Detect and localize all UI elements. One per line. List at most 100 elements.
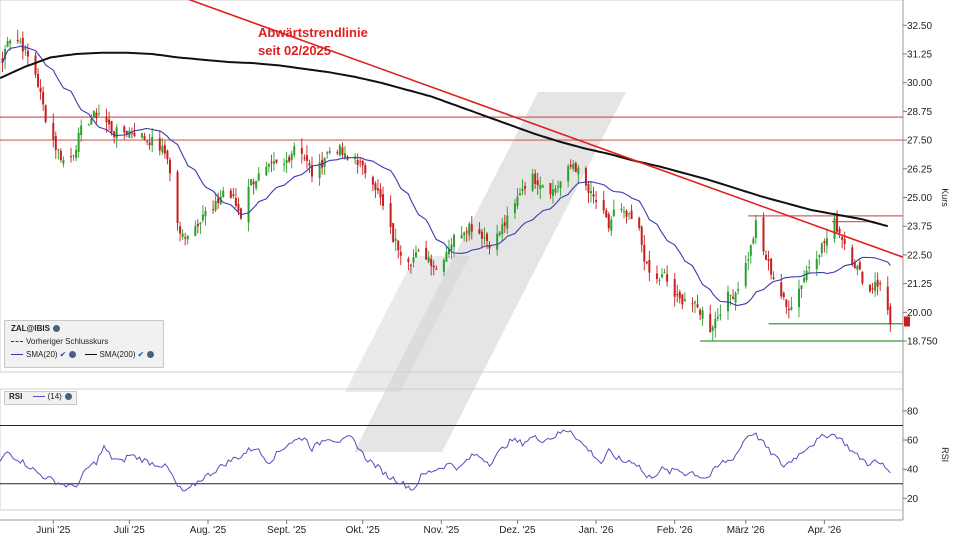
- candle-body: [818, 255, 821, 257]
- candle-body: [625, 210, 628, 217]
- candle: [6, 36, 9, 48]
- candle-body: [326, 152, 329, 154]
- candle-body: [805, 270, 808, 280]
- candle: [194, 220, 197, 237]
- candle: [889, 303, 892, 332]
- candle-body: [610, 219, 613, 231]
- settings-icon[interactable]: [69, 351, 77, 359]
- candle-body: [239, 208, 242, 219]
- candle: [72, 154, 75, 161]
- candle-body: [57, 149, 60, 151]
- candle: [374, 181, 377, 199]
- candle: [450, 237, 453, 260]
- candle: [407, 256, 410, 271]
- candle-body: [290, 153, 293, 161]
- candle: [648, 250, 651, 282]
- candle-body: [607, 214, 610, 229]
- candle: [501, 217, 504, 242]
- candle-body: [110, 120, 113, 133]
- candle: [610, 216, 613, 237]
- candle-body: [874, 281, 877, 291]
- candle: [257, 166, 260, 182]
- price-legend[interactable]: ZAL@IBIS Vorheriger Schlusskurs SMA(20) ✔…: [4, 320, 164, 368]
- settings-icon[interactable]: [52, 325, 60, 333]
- candle: [726, 285, 729, 320]
- annotation-line-2: seit 02/2025: [258, 43, 332, 58]
- candle: [638, 216, 641, 231]
- check-icon[interactable]: ✔: [137, 350, 145, 359]
- check-icon[interactable]: ✔: [59, 350, 67, 359]
- candle-body: [643, 244, 646, 262]
- candle-body: [397, 240, 400, 251]
- candle-body: [194, 226, 197, 237]
- legend-sma-row[interactable]: SMA(20) ✔ SMA(200) ✔: [11, 350, 155, 359]
- candle-body: [267, 163, 270, 167]
- candle-body: [356, 159, 359, 166]
- candle-body: [87, 124, 90, 126]
- candle-body: [480, 231, 483, 239]
- candle-body: [620, 208, 623, 211]
- candle: [270, 154, 273, 173]
- candle: [168, 157, 171, 182]
- candle-body: [673, 279, 676, 297]
- rsi-legend[interactable]: RSI (14): [4, 391, 77, 405]
- candle-body: [450, 244, 453, 251]
- settings-icon[interactable]: [64, 393, 72, 401]
- candle-body: [513, 203, 516, 214]
- candle-body: [95, 112, 98, 119]
- candle-body: [158, 138, 161, 151]
- candle-body: [1, 58, 4, 63]
- candle-body: [762, 217, 765, 252]
- candle-body: [803, 277, 806, 283]
- candle: [465, 226, 468, 243]
- x-tick-label: Okt. '25: [346, 525, 381, 536]
- price-tick-label: 32.50: [907, 21, 932, 32]
- candle-body: [858, 262, 861, 270]
- candle: [409, 263, 412, 274]
- x-tick-label: Jan. '26: [579, 525, 614, 536]
- price-tick-label: 20.00: [907, 308, 932, 319]
- candle-body: [427, 257, 430, 263]
- candle: [658, 277, 661, 286]
- candle: [176, 169, 179, 231]
- candle-body: [270, 161, 273, 163]
- candle-body: [871, 288, 874, 290]
- candle-body: [767, 259, 770, 262]
- candle: [488, 241, 491, 255]
- candle: [590, 180, 593, 203]
- candle-body: [478, 229, 481, 234]
- candle-body: [374, 183, 377, 190]
- candle-body: [247, 186, 250, 223]
- candle-body: [407, 258, 410, 262]
- candle: [480, 228, 483, 249]
- candle: [87, 123, 90, 126]
- candle: [630, 204, 633, 220]
- legend-prev-close-row[interactable]: Vorheriger Schlusskurs: [11, 337, 108, 346]
- candle-body: [409, 264, 412, 266]
- candle: [108, 111, 111, 131]
- candle-body: [856, 266, 859, 270]
- candle-body: [886, 286, 889, 311]
- candle: [732, 289, 735, 300]
- candle-body: [115, 127, 118, 139]
- candle: [143, 132, 146, 141]
- candle-body: [39, 87, 42, 93]
- candle-body: [4, 49, 7, 60]
- candle: [683, 292, 686, 302]
- candle-body: [823, 241, 826, 244]
- candle: [161, 137, 164, 156]
- settings-icon[interactable]: [147, 351, 155, 359]
- candle: [747, 251, 750, 271]
- candle: [478, 222, 481, 235]
- watermark-shape: [345, 256, 470, 392]
- candle-body: [470, 224, 473, 232]
- candle: [356, 153, 359, 174]
- candle-body: [70, 156, 73, 158]
- candle: [643, 235, 646, 271]
- candle: [328, 147, 331, 155]
- candle: [115, 124, 118, 148]
- candle-body: [222, 190, 225, 197]
- candle: [250, 178, 253, 186]
- candle-body: [184, 237, 187, 239]
